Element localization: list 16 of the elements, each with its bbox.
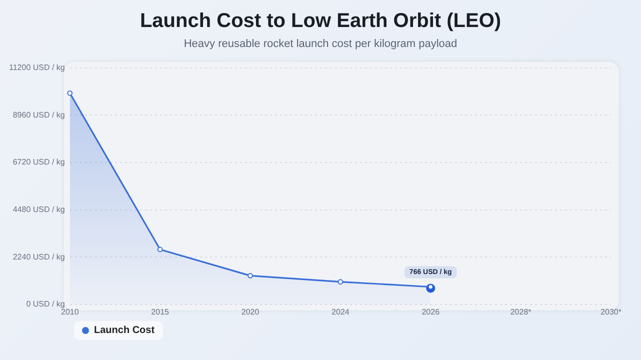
y-tick-label: 11200 USD / kg [8,63,65,72]
x-tick-label: 2015 [151,307,170,316]
y-tick-label: 6720 USD / kg [12,158,65,167]
x-tick-label: 2028* [510,307,532,316]
x-tick-label: 2020 [241,307,260,316]
y-tick-label: 2240 USD / kg [12,252,65,262]
y-tick-label: 4480 USD / kg [12,204,65,214]
y-tick-label: 0 USD / kg [26,300,65,309]
x-tick-label: 2010 [60,307,80,316]
legend-label: Launch Cost [94,325,155,336]
x-tick-label: 2024 [332,307,350,316]
chart-subtitle: Heavy reusable rocket launch cost per kilogram payload [182,38,458,50]
y-tick-label: 8960 USD / kg [12,110,65,120]
x-tick-label: 2026 [422,307,440,316]
x-tick-label: 2030* [600,307,622,316]
chart-title: Launch Cost to Low Earth Orbit (LEO) [138,10,502,33]
